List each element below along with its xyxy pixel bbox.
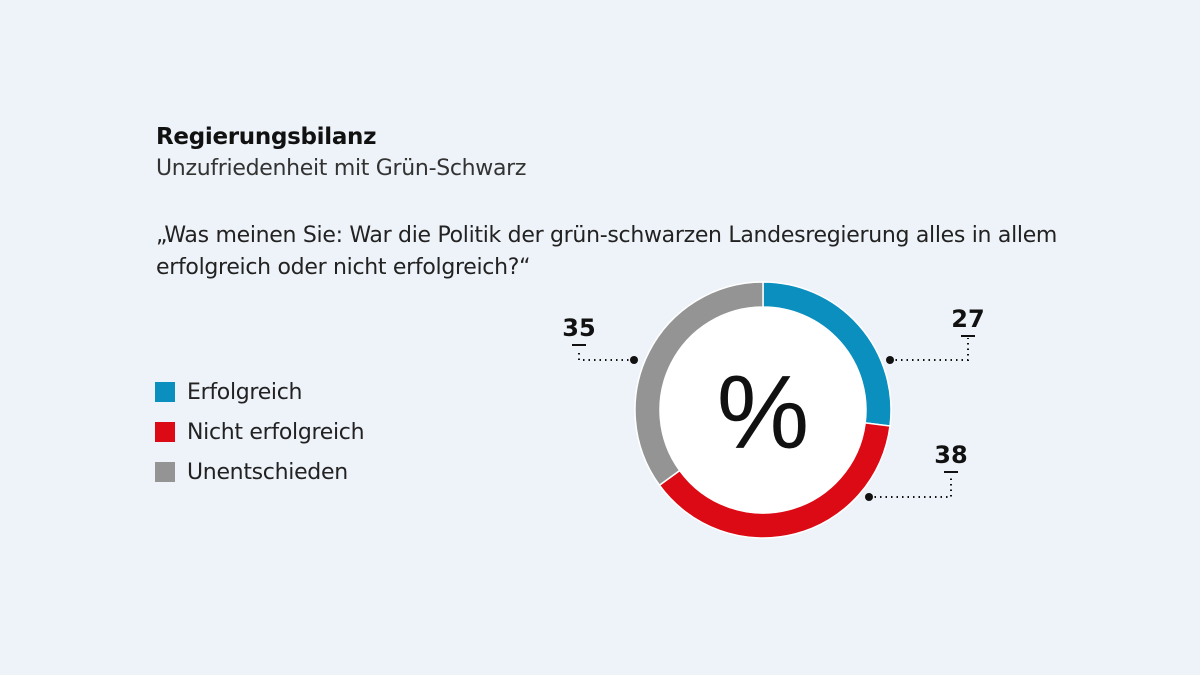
callout-erfolgreich: 27 bbox=[886, 305, 985, 364]
legend-label: Erfolgreich bbox=[187, 379, 303, 405]
legend: Erfolgreich Nicht erfolgreich Unentschie… bbox=[155, 372, 365, 492]
callout-unentschieden: 35 bbox=[562, 314, 638, 364]
legend-item-nicht-erfolgreich: Nicht erfolgreich bbox=[155, 412, 365, 452]
legend-swatch bbox=[155, 422, 175, 442]
legend-swatch bbox=[155, 382, 175, 402]
center-label: % bbox=[717, 355, 809, 471]
legend-label: Nicht erfolgreich bbox=[187, 419, 365, 445]
donut-hole bbox=[660, 307, 866, 513]
chart-title: Regierungsbilanz bbox=[156, 124, 377, 150]
callout-line bbox=[869, 475, 952, 498]
legend-label: Unentschieden bbox=[187, 459, 348, 485]
callout-line bbox=[578, 351, 634, 361]
legend-item-erfolgreich: Erfolgreich bbox=[155, 372, 364, 412]
legend-item-unentschieden: Unentschieden bbox=[155, 452, 364, 492]
value-label: 27 bbox=[951, 305, 984, 333]
callout-nicht-erfolgreich: 38 bbox=[865, 441, 968, 501]
callout-line bbox=[890, 338, 969, 361]
value-label: 35 bbox=[562, 314, 595, 342]
survey-question: „Was meinen Sie: War die Politik der grü… bbox=[156, 223, 1058, 280]
chart-subtitle: Unzufriedenheit mit Grün-Schwarz bbox=[156, 156, 527, 181]
legend-swatch bbox=[155, 462, 175, 482]
donut-slice-unentschieden bbox=[634, 281, 764, 487]
value-label: 38 bbox=[934, 441, 967, 469]
